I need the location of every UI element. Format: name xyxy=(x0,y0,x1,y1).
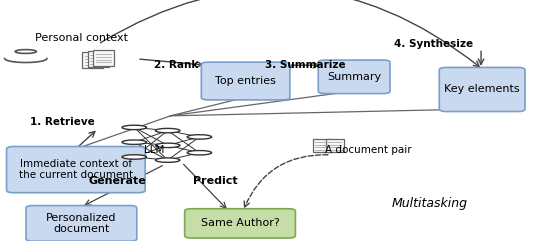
Ellipse shape xyxy=(122,140,147,144)
FancyBboxPatch shape xyxy=(439,68,525,112)
Text: Generate: Generate xyxy=(89,176,146,186)
Text: A document pair: A document pair xyxy=(325,144,411,155)
Ellipse shape xyxy=(15,50,36,53)
Ellipse shape xyxy=(122,155,147,159)
Text: Personalized
document: Personalized document xyxy=(46,212,117,234)
Text: 4. Synthesize: 4. Synthesize xyxy=(394,39,473,49)
Text: Key elements: Key elements xyxy=(444,84,520,94)
Text: Same Author?: Same Author? xyxy=(201,218,280,228)
FancyBboxPatch shape xyxy=(326,138,344,152)
Text: 2. Rank: 2. Rank xyxy=(154,60,198,70)
Text: Immediate context of
the current document: Immediate context of the current documen… xyxy=(19,159,133,180)
Ellipse shape xyxy=(156,158,180,162)
Ellipse shape xyxy=(156,129,180,133)
Ellipse shape xyxy=(187,151,211,155)
FancyBboxPatch shape xyxy=(313,138,331,152)
Text: 3. Summarize: 3. Summarize xyxy=(266,60,346,70)
FancyBboxPatch shape xyxy=(82,52,103,68)
Text: LLM: LLM xyxy=(143,144,164,155)
Text: Summary: Summary xyxy=(327,72,381,82)
FancyBboxPatch shape xyxy=(201,62,290,100)
Ellipse shape xyxy=(187,135,211,139)
Ellipse shape xyxy=(156,143,180,148)
Text: Predict: Predict xyxy=(193,176,237,186)
FancyBboxPatch shape xyxy=(185,209,295,238)
FancyBboxPatch shape xyxy=(318,60,390,94)
Ellipse shape xyxy=(122,125,147,130)
Text: Multitasking: Multitasking xyxy=(391,197,467,210)
FancyBboxPatch shape xyxy=(93,50,114,66)
FancyBboxPatch shape xyxy=(88,51,109,67)
Text: 1. Retrieve: 1. Retrieve xyxy=(30,117,94,127)
Text: Top entries: Top entries xyxy=(215,76,276,86)
FancyBboxPatch shape xyxy=(7,146,145,193)
FancyBboxPatch shape xyxy=(26,205,137,241)
Text: Personal context: Personal context xyxy=(35,33,128,43)
